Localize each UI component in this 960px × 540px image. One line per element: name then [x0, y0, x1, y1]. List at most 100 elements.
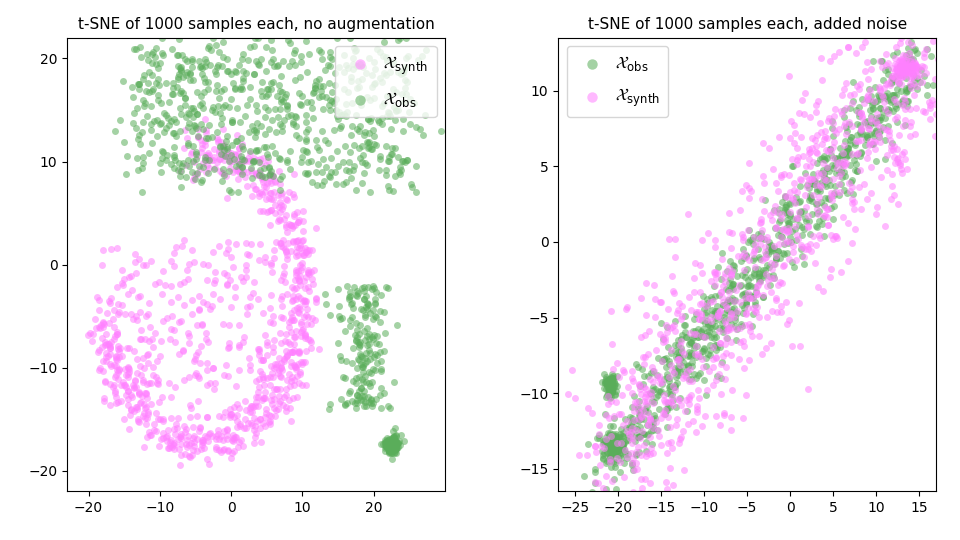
$\mathcal{X}_{\mathrm{obs}}$	[393, 431, 408, 440]
$\mathcal{X}_{\mathrm{synth}}$	[199, 126, 214, 135]
$\mathcal{X}_{\mathrm{obs}}$	[585, 488, 600, 497]
$\mathcal{X}_{\mathrm{obs}}$	[211, 47, 227, 56]
$\mathcal{X}_{\mathrm{synth}}$	[237, 172, 252, 181]
$\mathcal{X}_{\mathrm{obs}}$	[180, 123, 196, 131]
$\mathcal{X}_{\mathrm{obs}}$	[888, 104, 903, 112]
$\mathcal{X}_{\mathrm{obs}}$	[609, 439, 624, 448]
$\mathcal{X}_{\mathrm{obs}}$	[348, 374, 364, 382]
$\mathcal{X}_{\mathrm{obs}}$	[164, 160, 180, 168]
$\mathcal{X}_{\mathrm{synth}}$	[287, 333, 302, 341]
$\mathcal{X}_{\mathrm{synth}}$	[939, 46, 954, 55]
$\mathcal{X}_{\mathrm{synth}}$	[634, 390, 649, 399]
$\mathcal{X}_{\mathrm{synth}}$	[850, 108, 865, 117]
$\mathcal{X}_{\mathrm{synth}}$	[927, 99, 943, 108]
$\mathcal{X}_{\mathrm{synth}}$	[887, 191, 902, 200]
$\mathcal{X}_{\mathrm{obs}}$	[607, 391, 622, 400]
$\mathcal{X}_{\mathrm{synth}}$	[706, 355, 721, 364]
$\mathcal{X}_{\mathrm{obs}}$	[366, 284, 381, 292]
$\mathcal{X}_{\mathrm{synth}}$	[186, 356, 202, 365]
$\mathcal{X}_{\mathrm{synth}}$	[103, 338, 118, 346]
$\mathcal{X}_{\mathrm{synth}}$	[686, 330, 702, 339]
$\mathcal{X}_{\mathrm{obs}}$	[214, 113, 229, 122]
$\mathcal{X}_{\mathrm{synth}}$	[278, 329, 294, 338]
$\mathcal{X}_{\mathrm{synth}}$	[612, 457, 627, 466]
$\mathcal{X}_{\mathrm{obs}}$	[920, 91, 935, 99]
$\mathcal{X}_{\mathrm{synth}}$	[651, 432, 666, 441]
$\mathcal{X}_{\mathrm{obs}}$	[279, 104, 295, 113]
$\mathcal{X}_{\mathrm{obs}}$	[754, 228, 769, 237]
$\mathcal{X}_{\mathrm{obs}}$	[675, 357, 690, 366]
$\mathcal{X}_{\mathrm{synth}}$	[100, 308, 115, 317]
$\mathcal{X}_{\mathrm{synth}}$	[837, 122, 852, 131]
$\mathcal{X}_{\mathrm{synth}}$	[763, 339, 779, 347]
$\mathcal{X}_{\mathrm{obs}}$	[355, 378, 371, 387]
$\mathcal{X}_{\mathrm{synth}}$	[612, 373, 627, 381]
$\mathcal{X}_{\mathrm{synth}}$	[167, 382, 182, 391]
$\mathcal{X}_{\mathrm{obs}}$	[362, 397, 377, 406]
$\mathcal{X}_{\mathrm{obs}}$	[686, 327, 702, 335]
$\mathcal{X}_{\mathrm{synth}}$	[709, 268, 725, 277]
$\mathcal{X}_{\mathrm{synth}}$	[247, 278, 262, 286]
$\mathcal{X}_{\mathrm{obs}}$	[215, 61, 230, 70]
$\mathcal{X}_{\mathrm{obs}}$	[874, 113, 889, 122]
$\mathcal{X}_{\mathrm{synth}}$	[119, 371, 134, 380]
$\mathcal{X}_{\mathrm{obs}}$	[378, 441, 394, 450]
$\mathcal{X}_{\mathrm{synth}}$	[252, 167, 267, 176]
$\mathcal{X}_{\mathrm{synth}}$	[720, 326, 735, 335]
$\mathcal{X}_{\mathrm{obs}}$	[697, 332, 712, 341]
$\mathcal{X}_{\mathrm{synth}}$	[734, 187, 750, 195]
$\mathcal{X}_{\mathrm{synth}}$	[817, 135, 832, 144]
$\mathcal{X}_{\mathrm{synth}}$	[211, 147, 227, 156]
$\mathcal{X}_{\mathrm{obs}}$	[349, 333, 365, 342]
$\mathcal{X}_{\mathrm{synth}}$	[181, 440, 197, 449]
$\mathcal{X}_{\mathrm{synth}}$	[888, 65, 903, 74]
$\mathcal{X}_{\mathrm{obs}}$	[627, 392, 642, 400]
$\mathcal{X}_{\mathrm{obs}}$	[903, 25, 919, 34]
$\mathcal{X}_{\mathrm{synth}}$	[618, 496, 634, 505]
$\mathcal{X}_{\mathrm{obs}}$	[684, 349, 699, 357]
$\mathcal{X}_{\mathrm{obs}}$	[680, 368, 695, 376]
$\mathcal{X}_{\mathrm{synth}}$	[908, 65, 924, 73]
$\mathcal{X}_{\mathrm{synth}}$	[894, 58, 909, 66]
$\mathcal{X}_{\mathrm{obs}}$	[350, 338, 366, 347]
$\mathcal{X}_{\mathrm{obs}}$	[322, 404, 337, 413]
$\mathcal{X}_{\mathrm{obs}}$	[264, 167, 279, 176]
$\mathcal{X}_{\mathrm{obs}}$	[606, 441, 621, 449]
$\mathcal{X}_{\mathrm{synth}}$	[116, 280, 132, 289]
$\mathcal{X}_{\mathrm{obs}}$	[722, 256, 737, 265]
$\mathcal{X}_{\mathrm{obs}}$	[394, 166, 409, 174]
$\mathcal{X}_{\mathrm{synth}}$	[917, 107, 932, 116]
$\mathcal{X}_{\mathrm{obs}}$	[884, 90, 900, 99]
$\mathcal{X}_{\mathrm{obs}}$	[808, 200, 824, 209]
$\mathcal{X}_{\mathrm{synth}}$	[588, 478, 603, 487]
$\mathcal{X}_{\mathrm{obs}}$	[185, 104, 201, 112]
$\mathcal{X}_{\mathrm{synth}}$	[663, 361, 679, 369]
$\mathcal{X}_{\mathrm{synth}}$	[216, 320, 231, 328]
$\mathcal{X}_{\mathrm{obs}}$	[330, 285, 346, 293]
$\mathcal{X}_{\mathrm{obs}}$	[216, 53, 231, 62]
$\mathcal{X}_{\mathrm{synth}}$	[778, 192, 793, 201]
$\mathcal{X}_{\mathrm{obs}}$	[599, 435, 614, 444]
$\mathcal{X}_{\mathrm{obs}}$	[884, 138, 900, 147]
$\mathcal{X}_{\mathrm{obs}}$	[231, 60, 247, 69]
$\mathcal{X}_{\mathrm{synth}}$	[139, 414, 155, 422]
$\mathcal{X}_{\mathrm{synth}}$	[284, 347, 300, 356]
$\mathcal{X}_{\mathrm{synth}}$	[666, 368, 682, 377]
$\mathcal{X}_{\mathrm{obs}}$	[340, 87, 355, 96]
$\mathcal{X}_{\mathrm{synth}}$	[130, 369, 145, 377]
$\mathcal{X}_{\mathrm{synth}}$	[793, 176, 808, 185]
$\mathcal{X}_{\mathrm{obs}}$	[337, 110, 352, 118]
$\mathcal{X}_{\mathrm{synth}}$	[880, 79, 896, 87]
$\mathcal{X}_{\mathrm{synth}}$	[278, 223, 294, 232]
$\mathcal{X}_{\mathrm{synth}}$	[817, 126, 832, 135]
$\mathcal{X}_{\mathrm{synth}}$	[140, 409, 156, 418]
$\mathcal{X}_{\mathrm{synth}}$	[893, 55, 908, 64]
$\mathcal{X}_{\mathrm{obs}}$	[350, 355, 366, 363]
$\mathcal{X}_{\mathrm{synth}}$	[719, 333, 734, 342]
$\mathcal{X}_{\mathrm{obs}}$	[700, 349, 715, 358]
$\mathcal{X}_{\mathrm{synth}}$	[652, 372, 667, 381]
$\mathcal{X}_{\mathrm{synth}}$	[590, 478, 606, 487]
$\mathcal{X}_{\mathrm{synth}}$	[724, 228, 739, 237]
$\mathcal{X}_{\mathrm{obs}}$	[633, 432, 648, 441]
$\mathcal{X}_{\mathrm{synth}}$	[605, 476, 620, 485]
